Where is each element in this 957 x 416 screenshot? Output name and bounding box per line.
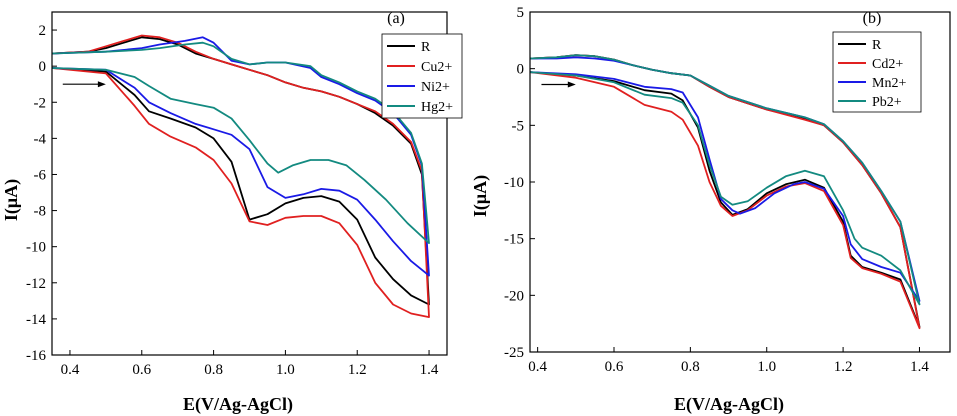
plot-frame [51,11,448,356]
x-tick-label: 0.4 [528,359,547,375]
y-tick-label: -16 [26,348,46,364]
y-tick-label: -8 [34,204,47,220]
y-tick-label: -5 [512,118,525,134]
x-tick-label: 1.2 [348,362,367,378]
chart-panel-b: 0.4 0.6 0.8 1.0 1.2 1.4 5 0 -5 -10 -15 -20 -25 E(V/Ag… [470,5,951,415]
scan-direction-arrowhead [97,81,106,88]
panel-label: (b) [863,10,882,27]
y-tick-label: 2 [39,23,47,39]
x-tick-label: 1.4 [420,362,439,378]
y-tick-label: 0 [39,59,47,75]
y-tick-label: -25 [504,345,524,361]
y-tick-label: -15 [504,232,524,248]
legend-label: Hg2+ [421,100,453,115]
x-tick-label: 0.6 [132,362,151,378]
series-line-pb2plus [529,54,921,306]
y-tick-label: -6 [34,167,47,183]
y-tick-label: -10 [26,240,46,256]
panel-label: (a) [387,10,405,27]
y-tick-label: -4 [34,131,47,147]
legend-label: R [421,40,431,55]
y-tick-label: -20 [504,288,524,304]
x-tick-label: 0.6 [605,359,624,375]
x-tick-label: 1.2 [834,359,853,375]
y-tick-label: -2 [34,95,47,111]
y-tick-label: -12 [26,276,46,292]
x-tick-label: 1.0 [276,362,295,378]
chart-panel-a: 0.4 0.6 0.8 1.0 1.2 1.4 2 0 -2 -4 -6 -8 -10 -12 -14 -16… [1,10,463,415]
series-line-r [51,36,430,306]
legend-box [832,31,922,113]
y-tick-label: -10 [504,175,524,191]
y-tick-label: 5 [517,5,525,21]
x-tick-label: 1.0 [757,359,776,375]
y-axis-label: I(μA) [1,179,22,221]
series-line-hg2plus [51,41,430,244]
legend-label: R [872,38,882,53]
legend-label: Pb2+ [872,95,902,110]
scan-direction-arrowhead [567,81,576,88]
x-tick-label: 0.8 [204,362,223,378]
legend-label: Cd2+ [872,57,903,72]
y-tick-label: 0 [517,62,525,78]
series-line-ni2plus [51,36,430,277]
legend-label: Ni2+ [421,80,450,95]
legend-box [381,33,463,119]
legend-label: Mn2+ [872,76,906,91]
x-axis-label: E(V/Ag-AgCl) [183,394,293,415]
x-tick-label: 1.4 [910,359,929,375]
y-tick-label: -14 [26,312,46,328]
y-axis-label: I(μA) [470,175,491,217]
series-line-cu2plus [51,34,430,318]
x-tick-label: 0.4 [61,362,80,378]
x-axis-label: E(V/Ag-AgCl) [674,394,784,415]
x-tick-label: 0.8 [681,359,700,375]
legend-label: Cu2+ [421,60,452,75]
